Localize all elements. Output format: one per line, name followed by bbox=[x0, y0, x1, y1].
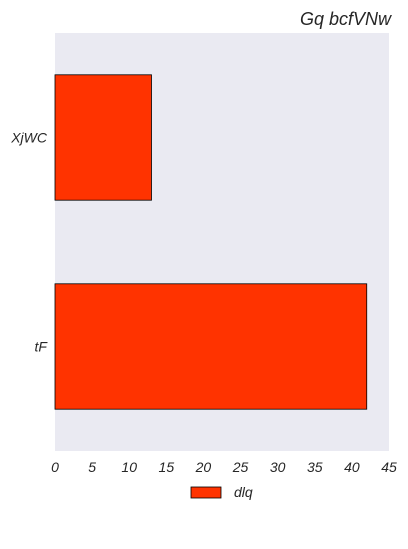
y-tick-label: XjWC bbox=[10, 130, 48, 146]
x-tick-label: 30 bbox=[270, 459, 286, 475]
y-tick-label: tF bbox=[35, 339, 49, 355]
x-tick-label: 40 bbox=[344, 459, 360, 475]
x-tick-label: 15 bbox=[159, 459, 175, 475]
x-tick-label: 20 bbox=[195, 459, 212, 475]
legend: dlq bbox=[190, 484, 253, 500]
legend-label: dlq bbox=[234, 484, 253, 500]
x-tick-label: 35 bbox=[307, 459, 323, 475]
x-tick-label: 5 bbox=[88, 459, 96, 475]
bar-tF bbox=[54, 283, 368, 410]
legend-swatch bbox=[190, 486, 222, 499]
bar-XjWC bbox=[54, 74, 152, 201]
x-tick-label: 10 bbox=[121, 459, 137, 475]
x-tick-label: 45 bbox=[381, 459, 397, 475]
chart-title: Gq bcfVNw bbox=[300, 9, 392, 29]
x-tick-label: 0 bbox=[51, 459, 59, 475]
x-tick-label: 25 bbox=[232, 459, 249, 475]
